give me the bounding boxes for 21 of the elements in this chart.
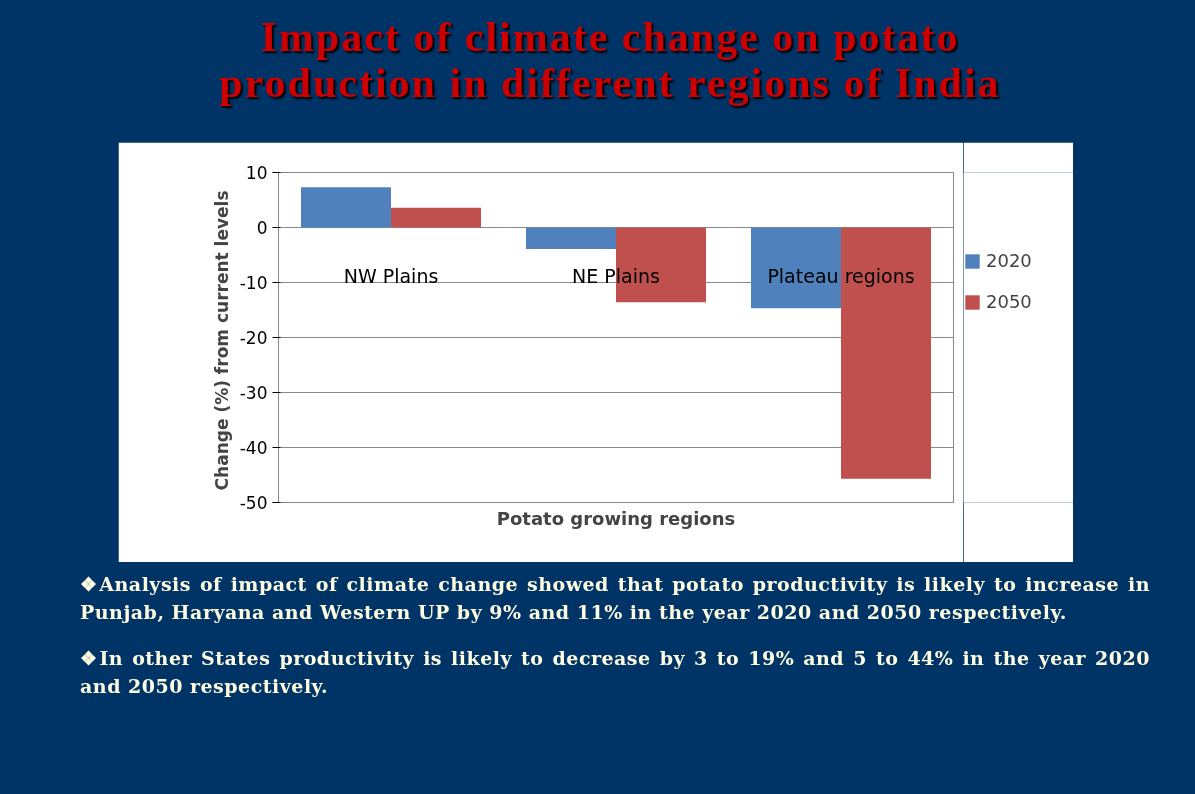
bar: [751, 227, 841, 309]
y-axis-title: Change (%) from current levels: [211, 190, 232, 491]
y-tick-label: -10: [239, 273, 268, 293]
bar: [391, 207, 481, 228]
y-tick-label: 10: [245, 163, 268, 183]
y-tick-label: -30: [239, 383, 268, 403]
legend-label: 2020: [986, 250, 1032, 271]
chart-title: Impact of climate change on potato production in different regions of India: [218, 14, 1002, 106]
x-tick-label: Plateau regions: [767, 264, 915, 287]
y-tick-label: 0: [256, 218, 268, 238]
bar: [301, 187, 391, 228]
legend-label: 2050: [986, 291, 1032, 312]
y-tick-label: -50: [239, 493, 268, 513]
y-tick-label: -40: [239, 438, 268, 458]
bar: [526, 227, 616, 249]
bar: [841, 227, 931, 479]
text: ❖In other States productivity is likely to decrease by 3 to 19% and 5 to 44% in the year 2020 and 2050 respectively.: [80, 646, 1150, 699]
x-axis-title: Potato growing regions: [496, 507, 736, 529]
text: ❖Analysis of impact of climate change showed that potato productivity is likely to increase in Punjab, Haryana and Western UP by 9% and 11% in the year 2020 and 2050 respectively.: [80, 572, 1150, 625]
y-tick-label: -20: [239, 328, 268, 348]
x-tick-label: NW Plains: [343, 264, 439, 287]
